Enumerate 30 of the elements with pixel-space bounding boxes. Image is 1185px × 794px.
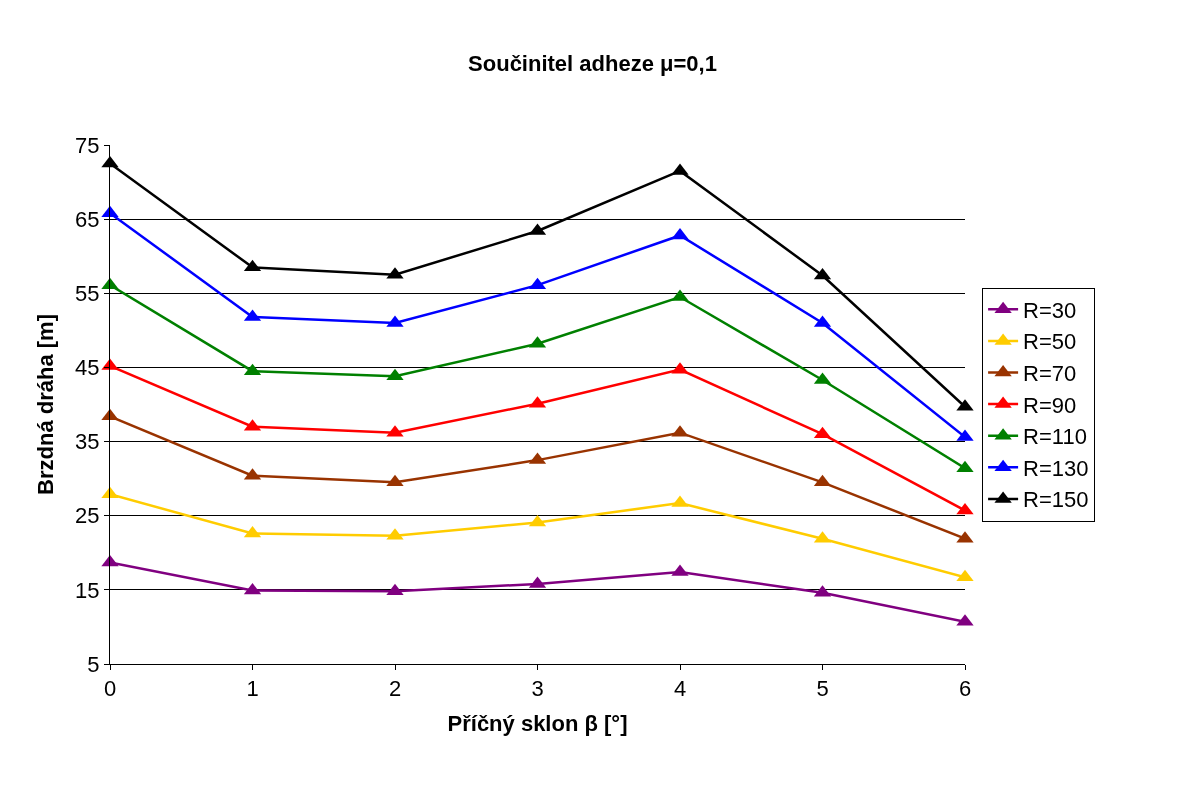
y-tick-label: 45 — [75, 355, 100, 381]
x-tick-label: 6 — [958, 676, 972, 702]
x-tick-label: 1 — [246, 676, 259, 702]
legend-label: R=30 — [1023, 297, 1077, 323]
x-tick-label: 0 — [103, 676, 117, 702]
legend-label: R=90 — [1023, 392, 1077, 418]
x-tick-label: 4 — [673, 676, 687, 702]
point — [386, 583, 404, 596]
point — [386, 474, 404, 487]
y-tick-label: 75 — [75, 132, 100, 158]
y-tick-label: 55 — [75, 280, 100, 306]
legend-label: R=50 — [1023, 329, 1077, 355]
x-tick-label: 2 — [388, 676, 402, 702]
y-tick-label: 5 — [87, 651, 100, 677]
y-tick-label: 25 — [75, 503, 100, 529]
chart-title: Součinitel adheze μ=0,1 — [468, 50, 717, 76]
legend-label: R=70 — [1023, 361, 1077, 387]
legend-label: R=150 — [1023, 487, 1089, 513]
x-axis-title: Příčný sklon β [°] — [447, 711, 628, 737]
y-tick-label: 65 — [75, 206, 100, 232]
point — [671, 227, 689, 240]
point — [956, 460, 974, 473]
legend-label: R=130 — [1023, 455, 1089, 481]
legend-label: R=110 — [1023, 424, 1087, 450]
y-tick-label: 15 — [75, 577, 100, 603]
x-tick-label: 3 — [531, 676, 544, 702]
y-axis-title: Brzdná dráha [m] — [32, 314, 58, 495]
point — [386, 368, 404, 381]
x-tick-label: 5 — [816, 676, 829, 702]
y-tick-label: 35 — [75, 429, 100, 455]
